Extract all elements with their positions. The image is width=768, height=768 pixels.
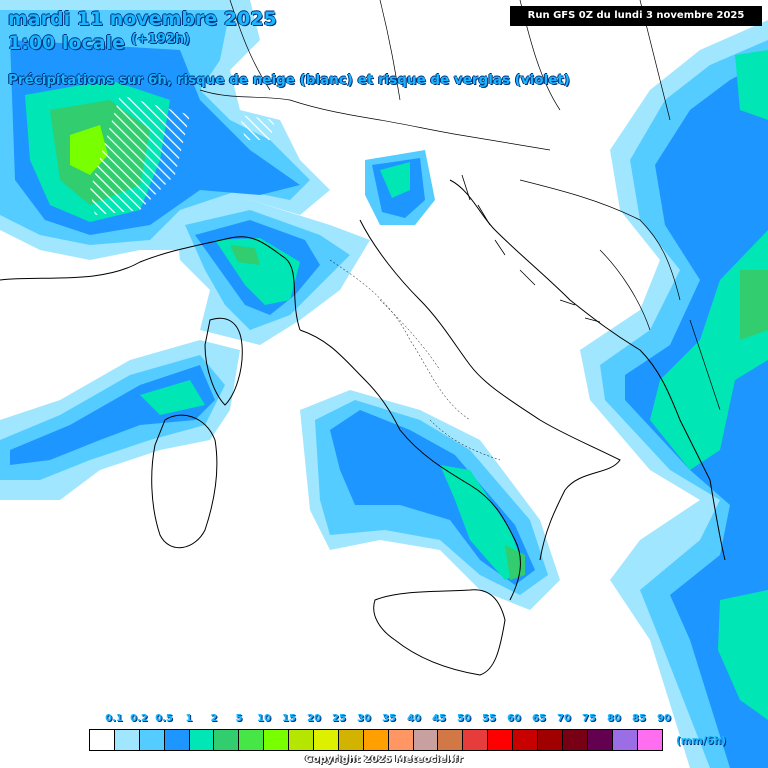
- legend-swatch: [488, 730, 514, 750]
- legend-label: 5: [235, 713, 243, 724]
- legend-swatch: [538, 730, 563, 750]
- legend-swatch: [637, 730, 663, 750]
- legend-label: 0.2: [130, 713, 148, 724]
- precip-zone-east-teal-south: [718, 590, 768, 720]
- precip-zone-france-bright: [70, 125, 108, 175]
- legend-label: 85: [632, 713, 646, 724]
- forecast-date: mardi 11 novembre 2025: [8, 8, 277, 30]
- copyright: Copyright 2025 Meteociel.fr: [305, 754, 463, 765]
- coastline-sicily: [373, 589, 506, 676]
- coastline-france-riviera: [0, 236, 301, 331]
- legend-swatch: [338, 730, 364, 750]
- coastline-borders: [0, 0, 726, 676]
- run-banner: Run GFS 0Z du lundi 3 novembre 2025: [510, 6, 762, 26]
- legend-label: 40: [407, 713, 421, 724]
- legend-label: 0.5: [155, 713, 173, 724]
- forecast-lead-time: (+192h): [130, 32, 191, 47]
- legend-swatch: [363, 730, 389, 750]
- legend-label: 80: [607, 713, 621, 724]
- coastline-balkans: [449, 179, 726, 561]
- precip-zone-genoa-teal: [380, 162, 410, 198]
- legend-swatch: [90, 730, 115, 750]
- legend-label: 65: [532, 713, 546, 724]
- legend-unit: (mm/6h): [676, 735, 727, 747]
- legend-swatch: [239, 730, 265, 750]
- legend-swatch: [438, 730, 464, 750]
- border-north: [229, 0, 671, 121]
- legend-swatch: [463, 730, 489, 750]
- precip-zone-west-teal: [140, 380, 205, 415]
- legend-swatch: [289, 730, 315, 750]
- legend-label: 45: [432, 713, 446, 724]
- precip-zone-east-green: [740, 270, 768, 340]
- legend-labels: 0.1 0.2 0.5 1 2 5 10 15 20 25 30 35 40 45 50 55 60 65 70 75…: [89, 713, 671, 727]
- legend-label: 90: [657, 713, 671, 724]
- coastline-sardinia: [151, 414, 218, 549]
- legend-swatch: [513, 730, 539, 750]
- snow-risk-hatch-alps: [240, 115, 275, 140]
- legend-label: 55: [482, 713, 496, 724]
- legend-swatch: [587, 730, 613, 750]
- border-italy-regions: [329, 259, 501, 461]
- legend-swatch: [189, 730, 215, 750]
- precip-zone-liguria-green: [230, 245, 260, 265]
- legend-label: 15: [282, 713, 296, 724]
- precip-zone-tyrrhenian-teal: [440, 465, 525, 580]
- forecast-time-text: 1:00 locale: [8, 32, 125, 54]
- legend-swatch: [114, 730, 140, 750]
- map-subtitle: Précipitations sur 6h, risque de neige (…: [8, 72, 570, 88]
- legend-swatch: [214, 730, 240, 750]
- legend-label: 1: [185, 713, 193, 724]
- legend-swatch: [139, 730, 165, 750]
- legend-label: 70: [557, 713, 571, 724]
- border-balkans-inner: [519, 179, 721, 411]
- forecast-time: 1:00 locale (+192h): [8, 32, 190, 54]
- legend-swatch: [413, 730, 439, 750]
- coastline-italy-east: [359, 219, 621, 561]
- coastline-corsica: [204, 317, 243, 406]
- legend-swatch: [388, 730, 414, 750]
- precip-zone-east-teal: [650, 230, 768, 470]
- legend-label: 60: [507, 713, 521, 724]
- legend-swatch: [264, 730, 290, 750]
- legend-label: 35: [382, 713, 396, 724]
- legend-label: 20: [307, 713, 321, 724]
- legend-label: 2: [210, 713, 218, 724]
- legend-label: 30: [357, 713, 371, 724]
- legend-swatch: [164, 730, 190, 750]
- legend-label: 50: [457, 713, 471, 724]
- legend-swatch: [612, 730, 638, 750]
- coastline-italy-west: [299, 329, 521, 601]
- legend-label: 10: [257, 713, 271, 724]
- legend-swatch: [314, 730, 339, 750]
- legend-label: 0.1: [105, 713, 123, 724]
- legend-label: 75: [582, 713, 596, 724]
- snow-risk-hatch: [90, 95, 190, 215]
- legend-label: 25: [332, 713, 346, 724]
- legend-color-bar: [89, 729, 664, 751]
- coastline-islands: [461, 174, 601, 323]
- border-alps: [199, 89, 551, 151]
- precip-zone-east-teal-north: [735, 50, 768, 120]
- legend-swatch: [562, 730, 588, 750]
